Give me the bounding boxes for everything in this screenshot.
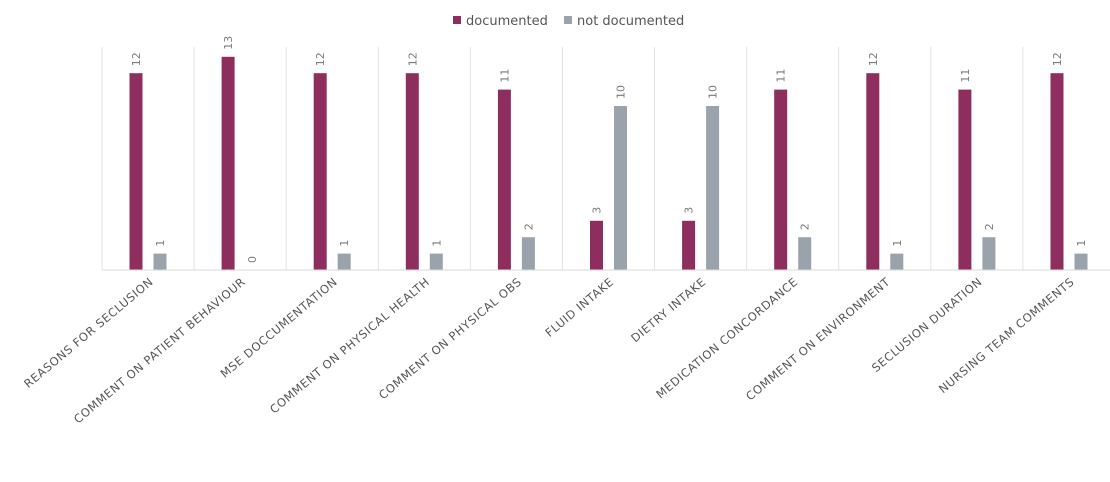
bar-not-documented-comment-on-environment [890,253,904,270]
bar-documented-nursing-team-comments [1050,73,1064,270]
bar-not-documented-comment-on-physical-obs [521,237,535,270]
bar-not-documented-nursing-team-comments [1074,253,1088,270]
data-label-not-documented-mse-doccumentation: 1 [338,240,351,247]
data-label-documented-comment-on-physical-health: 12 [406,52,419,66]
legend-swatch-documented [453,16,461,24]
category-label-fluid-intake: FLUID INTAKE [542,275,616,340]
data-label-documented-nursing-team-comments: 12 [1051,52,1064,66]
bar-not-documented-dietry-intake [706,106,720,270]
data-label-not-documented-comment-on-physical-health: 1 [430,240,443,247]
data-label-documented-comment-on-patient-behaviour: 13 [222,36,235,50]
data-label-documented-comment-on-physical-obs: 11 [498,69,511,83]
data-label-not-documented-comment-on-patient-behaviour: 0 [246,256,259,263]
data-label-not-documented-reasons-for-seclusion: 1 [154,240,167,247]
data-label-documented-dietry-intake: 3 [683,207,696,214]
data-label-not-documented-dietry-intake: 10 [707,85,720,99]
data-label-not-documented-fluid-intake: 10 [615,85,628,99]
bar-documented-fluid-intake [590,220,603,270]
category-label-dietry-intake: DIETRY INTAKE [628,275,708,346]
bar-documented-comment-on-physical-health [405,73,419,270]
category-label-comment-on-physical-health: COMMENT ON PHYSICAL HEALTH [267,275,432,417]
category-label-comment-on-physical-obs: COMMENT ON PHYSICAL OBS [376,275,524,403]
bar-documented-dietry-intake [682,220,696,270]
legend-swatch-not-documented [564,16,572,24]
data-label-not-documented-comment-on-environment: 1 [891,240,904,247]
bar-documented-medication-concordance [774,89,788,270]
bar-documented-seclusion-duration [958,89,972,270]
data-label-not-documented-seclusion-duration: 2 [983,223,996,230]
data-label-documented-comment-on-environment: 12 [867,52,880,66]
data-label-not-documented-comment-on-physical-obs: 2 [522,223,535,230]
data-label-not-documented-medication-concordance: 2 [799,223,812,230]
data-label-documented-seclusion-duration: 11 [959,69,972,83]
legend-label-documented: documented [466,14,548,29]
bar-not-documented-seclusion-duration [982,237,996,270]
data-label-documented-reasons-for-seclusion: 12 [130,52,143,66]
bar-not-documented-comment-on-physical-health [429,253,443,270]
bar-not-documented-fluid-intake [614,106,627,270]
legend: documented not documented [453,14,684,29]
category-label-comment-on-patient-behaviour: COMMENT ON PATIENT BEHAVIOUR [71,275,248,427]
bar-documented-comment-on-physical-obs [497,89,511,270]
bar-documented-mse-doccumentation [313,73,327,270]
bar-documented-comment-on-environment [866,73,880,270]
bar-not-documented-medication-concordance [798,237,812,270]
data-label-documented-mse-doccumentation: 12 [314,52,327,66]
category-label-comment-on-environment: COMMENT ON ENVIRONMENT [743,274,893,403]
category-separators [101,47,1024,270]
bar-documented-reasons-for-seclusion [129,73,143,270]
data-label-documented-fluid-intake: 3 [591,207,604,214]
bar-not-documented-reasons-for-seclusion [153,253,167,270]
legend-label-not-documented: not documented [577,14,684,29]
bar-documented-comment-on-patient-behaviour [221,56,235,270]
data-label-documented-medication-concordance: 11 [775,69,788,83]
bars [129,56,1088,270]
bar-not-documented-mse-doccumentation [337,253,351,270]
data-label-not-documented-nursing-team-comments: 1 [1075,240,1088,247]
